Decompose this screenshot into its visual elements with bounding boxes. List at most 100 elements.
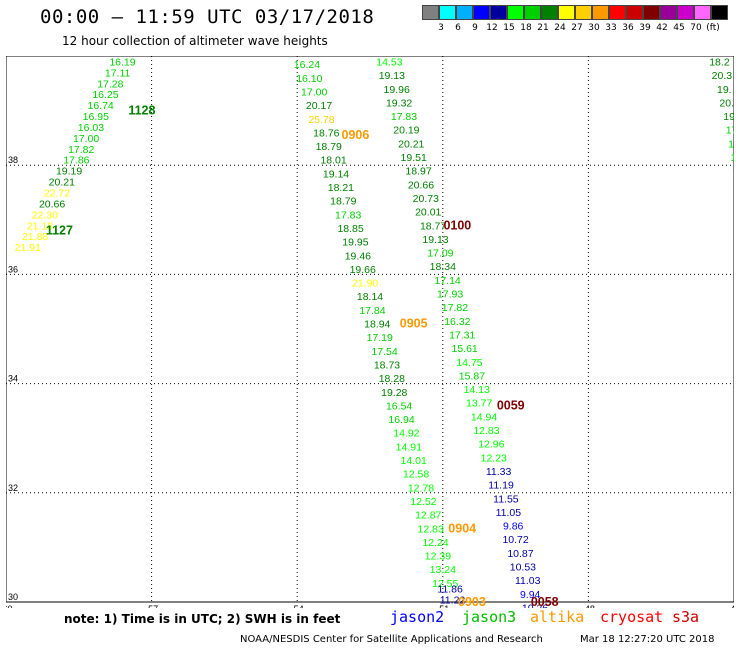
wave-height-label: 10.53 xyxy=(510,562,536,574)
wave-height-label: 18.01 xyxy=(320,155,346,167)
color-scale-label: 45 xyxy=(673,23,685,33)
color-scale-label: 42 xyxy=(656,23,668,33)
wave-height-label: 12.23 xyxy=(481,452,507,464)
wave-height-label: 12.52 xyxy=(410,496,436,508)
color-scale-swatch xyxy=(592,5,609,20)
wave-height-label: 19.66 xyxy=(350,264,376,276)
wave-height-label: 18.73 xyxy=(374,359,400,371)
lon-tick-label: -57 xyxy=(145,604,158,608)
color-scale-label: 15 xyxy=(503,23,515,33)
wave-height-label: 17.82 xyxy=(442,302,468,314)
lon-tick-label: -45 xyxy=(727,604,734,608)
wave-height-label: 12.55 xyxy=(432,578,458,590)
wave-height-label: 19.51 xyxy=(401,152,427,164)
wave-height-label: 20.66 xyxy=(39,198,65,210)
color-scale-swatch xyxy=(626,5,643,20)
wave-height-label: 16.94 xyxy=(388,414,414,426)
lat-tick-label: 30 xyxy=(8,592,18,602)
wave-height-label: 17.83 xyxy=(391,111,417,123)
wave-height-label: 22.30 xyxy=(32,209,58,221)
wave-height-label: 20.3 xyxy=(712,70,733,82)
wave-height-label: 20.21 xyxy=(398,138,424,150)
wave-height-label: 16.03 xyxy=(78,122,104,134)
wave-height-label: 17.83 xyxy=(335,209,361,221)
color-scale-label: 3 xyxy=(438,23,444,33)
wave-height-label: 19 xyxy=(723,111,734,123)
wave-height-label: 12.87 xyxy=(415,510,441,522)
lon-tick-label: -51 xyxy=(436,604,449,608)
color-scale-swatch xyxy=(558,5,575,20)
wave-height-label: 18.76 xyxy=(313,127,339,139)
wave-height-label: 20.17 xyxy=(306,100,332,112)
wave-height-label: 17.54 xyxy=(371,346,397,358)
legend-jason3: jason3 xyxy=(462,608,517,626)
wave-height-label: 17.84 xyxy=(359,305,385,317)
wave-height-label: 17.28 xyxy=(97,78,123,90)
wave-height-label: 12.39 xyxy=(425,551,451,563)
color-scale-label: 27 xyxy=(571,23,583,33)
wave-height-label: 12.83 xyxy=(473,425,499,437)
wave-height-label: 17 xyxy=(726,125,734,137)
wave-height-label: 20.19 xyxy=(393,125,419,137)
pass-time-label: 0906 xyxy=(342,128,370,142)
lat-tick-label: 32 xyxy=(8,483,18,493)
wave-height-label: 13.77 xyxy=(466,398,492,410)
wave-height-label: 9.86 xyxy=(503,521,524,533)
wave-height-label: 16 xyxy=(733,166,734,178)
color-scale-swatch xyxy=(456,5,473,20)
wave-height-label: 18.28 xyxy=(379,373,405,385)
color-scale-swatch xyxy=(694,5,711,20)
color-scale-swatch xyxy=(439,5,456,20)
wave-height-label: 13.24 xyxy=(430,564,456,576)
color-scale-swatch xyxy=(541,5,558,20)
wave-height-label: 11.55 xyxy=(493,493,519,505)
color-scale-swatch xyxy=(609,5,626,20)
color-scale-label: 18 xyxy=(520,23,532,33)
wave-height-label: 15 xyxy=(728,138,734,150)
color-scale-label: (ft) xyxy=(706,23,720,33)
wave-height-label: 17.11 xyxy=(105,67,131,79)
wave-height-label: 17.93 xyxy=(437,289,463,301)
map-frame xyxy=(6,56,734,603)
wave-height-label: 20.66 xyxy=(408,179,434,191)
credit-line: NOAA/NESDIS Center for Satellite Applica… xyxy=(240,634,543,645)
wave-height-label: 12.83 xyxy=(418,523,444,535)
wave-height-label: 16.10 xyxy=(296,73,322,85)
pass-time-label: 0904 xyxy=(448,521,476,535)
wave-height-label: 21.90 xyxy=(352,278,378,290)
wave-height-label: 17.31 xyxy=(449,329,475,341)
generated-timestamp: Mar 18 12:27:20 UTC 2018 xyxy=(580,634,715,645)
color-scale-swatch xyxy=(490,5,507,20)
wave-height-label: 20.01 xyxy=(415,207,441,219)
legend-s3a: s3a xyxy=(672,608,700,626)
wave-height-label: 14.13 xyxy=(464,384,490,396)
color-scale-swatch xyxy=(422,5,439,20)
map-title: 00:00 – 11:59 UTC 03/17/2018 xyxy=(40,6,375,28)
wave-height-label: 21.18 xyxy=(27,220,53,232)
lat-tick-label: 38 xyxy=(8,155,18,165)
wave-height-label: 14.75 xyxy=(456,357,482,369)
lat-tick-label: 34 xyxy=(8,374,18,384)
wave-height-label: 16.32 xyxy=(444,316,470,328)
lat-tick-label: 36 xyxy=(8,264,18,274)
wave-height-label: 15.61 xyxy=(451,343,477,355)
wave-height-label: 16.25 xyxy=(92,89,118,101)
pass-time-label: 1127 xyxy=(46,224,73,238)
color-scale-label: 9 xyxy=(472,23,478,33)
wave-height-label: 15.87 xyxy=(459,370,485,382)
legend-altika: altika xyxy=(530,608,585,626)
wave-height-label: 16.24 xyxy=(294,59,320,71)
wave-height-label: 19.95 xyxy=(342,237,368,249)
wave-height-label: 17.14 xyxy=(435,275,461,287)
wave-height-label: 18.34 xyxy=(430,261,456,273)
wave-height-label: 12.24 xyxy=(422,537,448,549)
wave-height-label: 11.33 xyxy=(486,466,512,478)
color-scale-swatch xyxy=(711,5,728,20)
lon-tick-label: -60 xyxy=(6,604,13,608)
wave-height-label: 14.92 xyxy=(393,428,419,440)
wave-height-label: 21.91 xyxy=(15,242,41,254)
altimeter-map: -60-57-54-51-48-4530323436384016.1917.11… xyxy=(6,56,734,608)
wave-height-label: 18.2 xyxy=(709,56,730,68)
legend-jason2: jason2 xyxy=(390,608,445,626)
color-scale-label: 39 xyxy=(639,23,651,33)
